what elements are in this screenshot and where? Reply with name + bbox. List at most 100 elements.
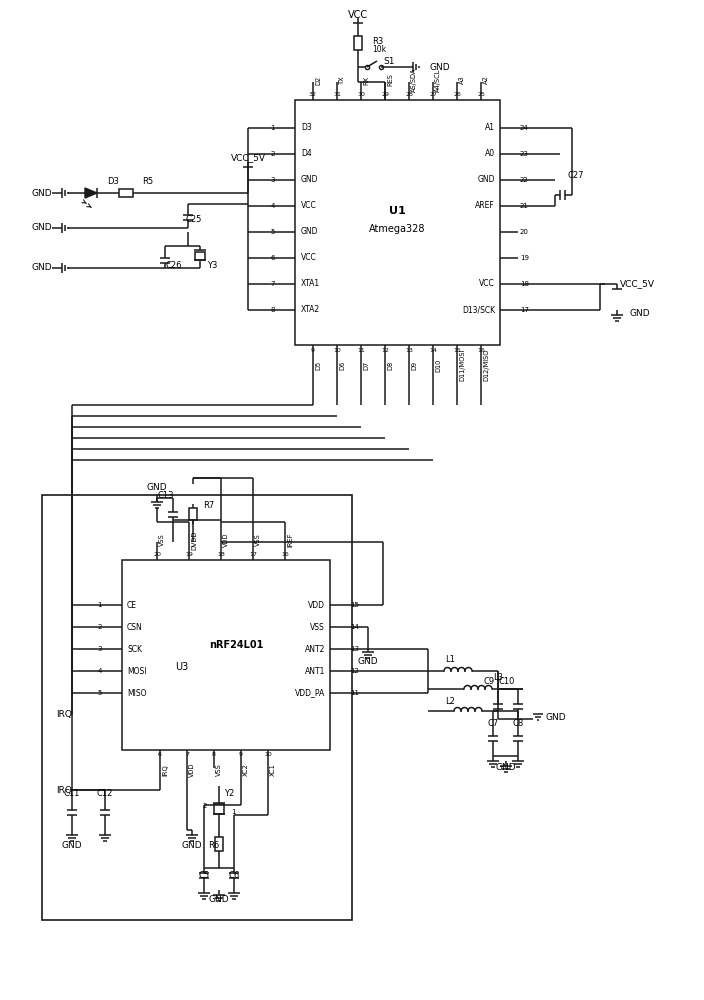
Text: XC1: XC1 [270, 764, 276, 776]
Text: D6: D6 [339, 360, 345, 370]
Text: 4: 4 [98, 668, 102, 674]
Text: VSS: VSS [159, 534, 165, 546]
Text: 16: 16 [281, 552, 289, 558]
Text: GND: GND [477, 176, 495, 184]
Text: XTA2: XTA2 [301, 306, 320, 314]
Text: C5: C5 [199, 871, 210, 880]
Text: XTA1: XTA1 [301, 279, 320, 288]
Text: RX: RX [363, 75, 369, 85]
Text: 7: 7 [185, 752, 189, 758]
Text: VDD: VDD [308, 600, 325, 609]
Text: ANT2: ANT2 [305, 645, 325, 654]
Text: VSS: VSS [255, 534, 261, 546]
Text: D7: D7 [363, 360, 369, 370]
Text: GND: GND [495, 764, 516, 772]
Text: D12/MISO: D12/MISO [483, 349, 489, 381]
Text: Y3: Y3 [207, 260, 218, 269]
Bar [195, 252, 205, 260]
Text: 19: 19 [185, 552, 193, 558]
Text: 13: 13 [350, 646, 359, 652]
Text: 2: 2 [203, 803, 207, 809]
Text: 2: 2 [98, 624, 102, 630]
Text: 13: 13 [405, 348, 413, 353]
Text: VCC_5V: VCC_5V [620, 279, 655, 288]
Text: 17: 17 [249, 552, 257, 558]
Text: 12: 12 [381, 348, 389, 353]
Text: A0: A0 [485, 149, 495, 158]
Text: 5: 5 [98, 690, 102, 696]
Text: MISO: MISO [127, 688, 146, 698]
Text: D11/MOSI: D11/MOSI [459, 349, 465, 381]
Text: L1: L1 [445, 654, 455, 664]
Text: C8: C8 [513, 718, 524, 728]
Text: 15: 15 [453, 348, 461, 353]
Polygon shape [85, 188, 97, 198]
Text: VCC: VCC [479, 279, 495, 288]
Text: 10: 10 [333, 348, 341, 353]
Bar [354, 36, 362, 50]
Text: GND: GND [32, 188, 52, 198]
Text: 9: 9 [311, 348, 315, 353]
Text: VDD: VDD [223, 533, 229, 547]
Text: GND: GND [630, 308, 650, 318]
Text: 6: 6 [270, 255, 275, 261]
Text: S1: S1 [383, 56, 394, 66]
Text: 9: 9 [239, 752, 243, 758]
Text: 15: 15 [350, 602, 359, 608]
Bar [122, 560, 330, 750]
Text: MOSI: MOSI [127, 666, 146, 676]
Text: 3: 3 [97, 646, 102, 652]
Text: XC2: XC2 [243, 764, 249, 776]
Text: 18: 18 [520, 281, 529, 287]
Text: AS/SDA: AS/SDA [411, 68, 417, 92]
Text: GND: GND [301, 228, 318, 236]
Bar [189, 508, 197, 520]
Text: IRQ: IRQ [56, 786, 72, 794]
Text: 29: 29 [381, 93, 389, 98]
Text: C12: C12 [97, 788, 113, 798]
Text: 8: 8 [270, 307, 275, 313]
Text: 10k: 10k [372, 45, 386, 54]
Text: R7: R7 [203, 500, 214, 510]
Text: C27: C27 [567, 170, 584, 180]
Text: RES: RES [387, 74, 393, 86]
Bar [214, 804, 224, 814]
Text: GND: GND [32, 263, 52, 272]
Text: L3: L3 [493, 672, 503, 682]
Text: C9: C9 [484, 676, 495, 686]
Text: GND: GND [32, 224, 52, 232]
Text: A2: A2 [483, 76, 489, 84]
Text: 17: 17 [520, 307, 529, 313]
Text: C26: C26 [165, 261, 182, 270]
Text: A1: A1 [485, 123, 495, 132]
Text: L2: L2 [445, 696, 455, 706]
Text: 32: 32 [309, 93, 317, 98]
Text: 19: 19 [520, 255, 529, 261]
Text: U3: U3 [175, 662, 189, 672]
Bar [215, 837, 223, 851]
Text: 21: 21 [520, 203, 529, 209]
Text: 8: 8 [212, 752, 216, 758]
Text: IRQ: IRQ [162, 764, 168, 776]
Text: 1: 1 [231, 809, 236, 815]
Text: 27: 27 [429, 93, 437, 98]
Text: GND: GND [358, 658, 378, 666]
Text: C25: C25 [185, 216, 201, 225]
Text: IREF: IREF [287, 533, 293, 547]
Text: VCC: VCC [301, 202, 317, 211]
Text: GND: GND [546, 712, 567, 722]
Text: C7: C7 [487, 718, 498, 728]
Text: 20: 20 [520, 229, 529, 235]
Text: 14: 14 [429, 348, 437, 353]
Text: U1: U1 [389, 206, 406, 216]
Text: 7: 7 [270, 281, 275, 287]
Text: R3: R3 [372, 37, 383, 46]
Text: Y2: Y2 [224, 788, 234, 798]
Text: 30: 30 [357, 93, 365, 98]
Bar [120, 189, 132, 197]
Text: 24: 24 [520, 125, 529, 131]
Text: A4/SCL: A4/SCL [435, 68, 441, 92]
Text: 31: 31 [333, 93, 341, 98]
Bar [295, 100, 500, 345]
Text: R5: R5 [142, 178, 153, 186]
